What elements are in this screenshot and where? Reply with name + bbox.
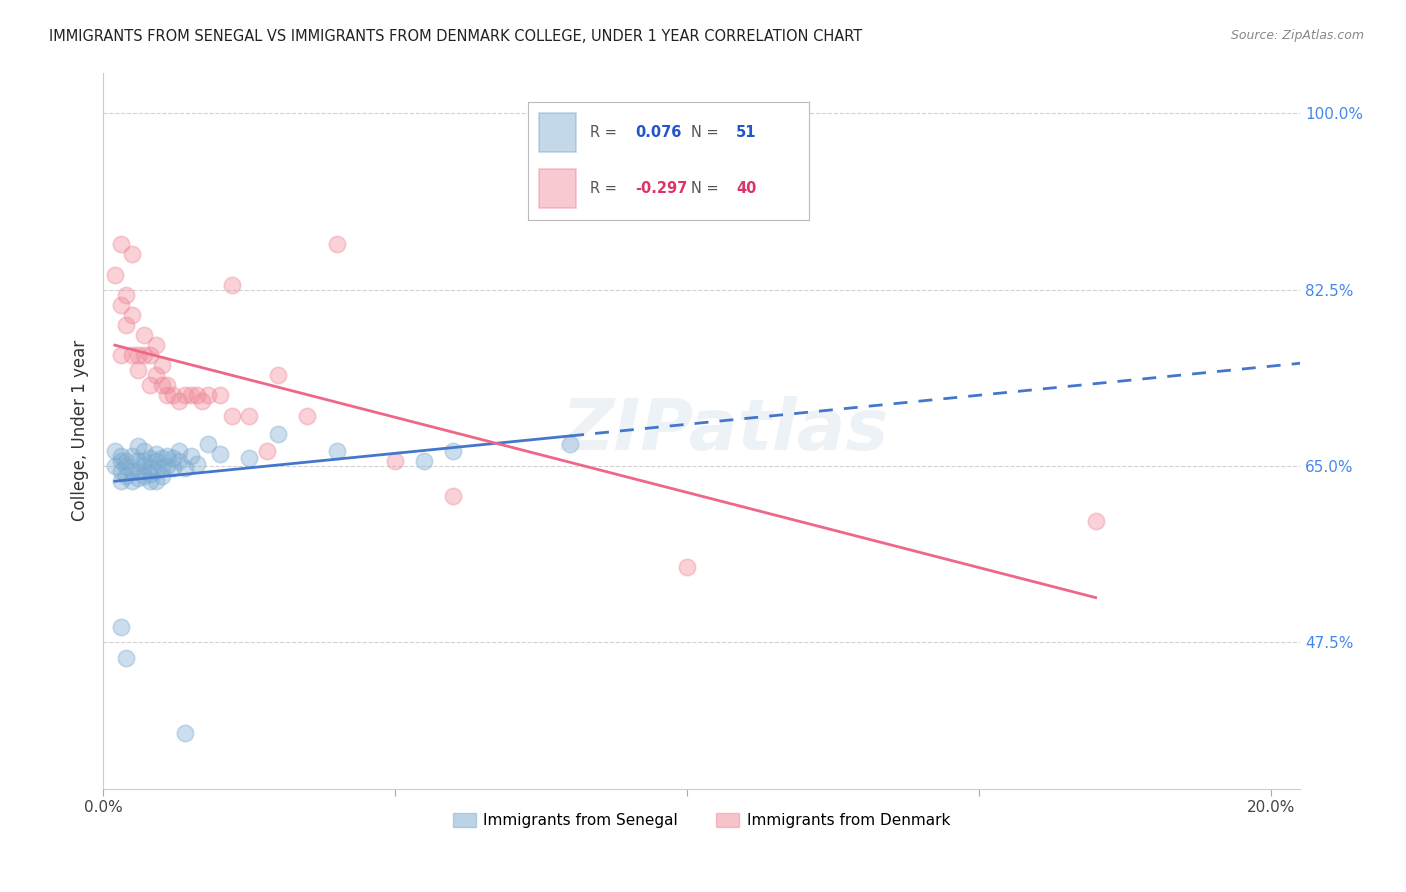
Point: [132, 348, 155, 362]
Point: [104, 444, 127, 458]
Point: [191, 393, 214, 408]
Point: [145, 338, 167, 352]
Point: [238, 409, 260, 423]
Point: [127, 471, 149, 485]
Point: [139, 378, 162, 392]
Point: [139, 450, 162, 465]
Point: [150, 358, 173, 372]
Point: [127, 439, 149, 453]
Point: [115, 650, 138, 665]
Point: [104, 268, 127, 282]
Text: IMMIGRANTS FROM SENEGAL VS IMMIGRANTS FROM DENMARK COLLEGE, UNDER 1 YEAR CORRELA: IMMIGRANTS FROM SENEGAL VS IMMIGRANTS FR…: [49, 29, 862, 44]
Point: [676, 559, 699, 574]
Point: [208, 447, 231, 461]
Point: [173, 461, 195, 475]
Point: [156, 458, 179, 473]
Point: [1084, 515, 1107, 529]
Point: [127, 454, 149, 468]
Point: [221, 409, 243, 423]
Point: [267, 426, 290, 441]
Point: [115, 318, 138, 332]
Point: [127, 464, 149, 478]
Point: [267, 368, 290, 383]
Text: Source: ZipAtlas.com: Source: ZipAtlas.com: [1230, 29, 1364, 42]
Point: [127, 363, 149, 377]
Point: [132, 469, 155, 483]
Point: [127, 348, 149, 362]
Point: [156, 378, 179, 392]
Y-axis label: College, Under 1 year: College, Under 1 year: [72, 340, 89, 521]
Point: [167, 393, 190, 408]
Point: [139, 467, 162, 481]
Point: [297, 409, 319, 423]
Point: [110, 449, 132, 463]
Point: [110, 620, 132, 634]
Point: [150, 378, 173, 392]
Point: [197, 437, 219, 451]
Point: [145, 454, 167, 468]
Point: [110, 474, 132, 488]
Point: [139, 461, 162, 475]
Point: [121, 247, 143, 261]
Point: [162, 450, 184, 465]
Point: [104, 458, 127, 473]
Point: [110, 237, 132, 252]
Point: [443, 489, 465, 503]
Point: [132, 458, 155, 473]
Point: [110, 298, 132, 312]
Point: [139, 348, 162, 362]
Point: [208, 388, 231, 402]
Point: [110, 454, 132, 468]
Point: [173, 726, 195, 740]
Point: [150, 450, 173, 465]
Point: [132, 444, 155, 458]
Point: [162, 388, 184, 402]
Point: [180, 449, 202, 463]
Point: [238, 450, 260, 465]
Point: [413, 454, 436, 468]
Point: [167, 454, 190, 468]
Point: [110, 348, 132, 362]
Point: [560, 437, 582, 451]
Point: [256, 444, 278, 458]
Point: [221, 277, 243, 292]
Point: [156, 449, 179, 463]
Point: [139, 474, 162, 488]
Point: [115, 469, 138, 483]
Point: [173, 388, 195, 402]
Point: [121, 464, 143, 478]
Legend: Immigrants from Senegal, Immigrants from Denmark: Immigrants from Senegal, Immigrants from…: [447, 807, 956, 835]
Point: [384, 454, 406, 468]
Point: [197, 388, 219, 402]
Point: [121, 308, 143, 322]
Point: [150, 461, 173, 475]
Point: [145, 368, 167, 383]
Point: [186, 388, 208, 402]
Point: [186, 457, 208, 471]
Point: [121, 474, 143, 488]
Point: [115, 287, 138, 301]
Point: [150, 469, 173, 483]
Point: [115, 458, 138, 473]
Point: [121, 348, 143, 362]
Text: ZIPatlas: ZIPatlas: [562, 396, 889, 466]
Point: [132, 454, 155, 468]
Point: [167, 444, 190, 458]
Point: [110, 464, 132, 478]
Point: [180, 388, 202, 402]
Point: [145, 464, 167, 478]
Point: [325, 444, 347, 458]
Point: [162, 461, 184, 475]
Point: [443, 444, 465, 458]
Point: [325, 237, 347, 252]
Point: [145, 474, 167, 488]
Point: [115, 454, 138, 468]
Point: [145, 447, 167, 461]
Point: [156, 388, 179, 402]
Point: [121, 449, 143, 463]
Point: [132, 328, 155, 343]
